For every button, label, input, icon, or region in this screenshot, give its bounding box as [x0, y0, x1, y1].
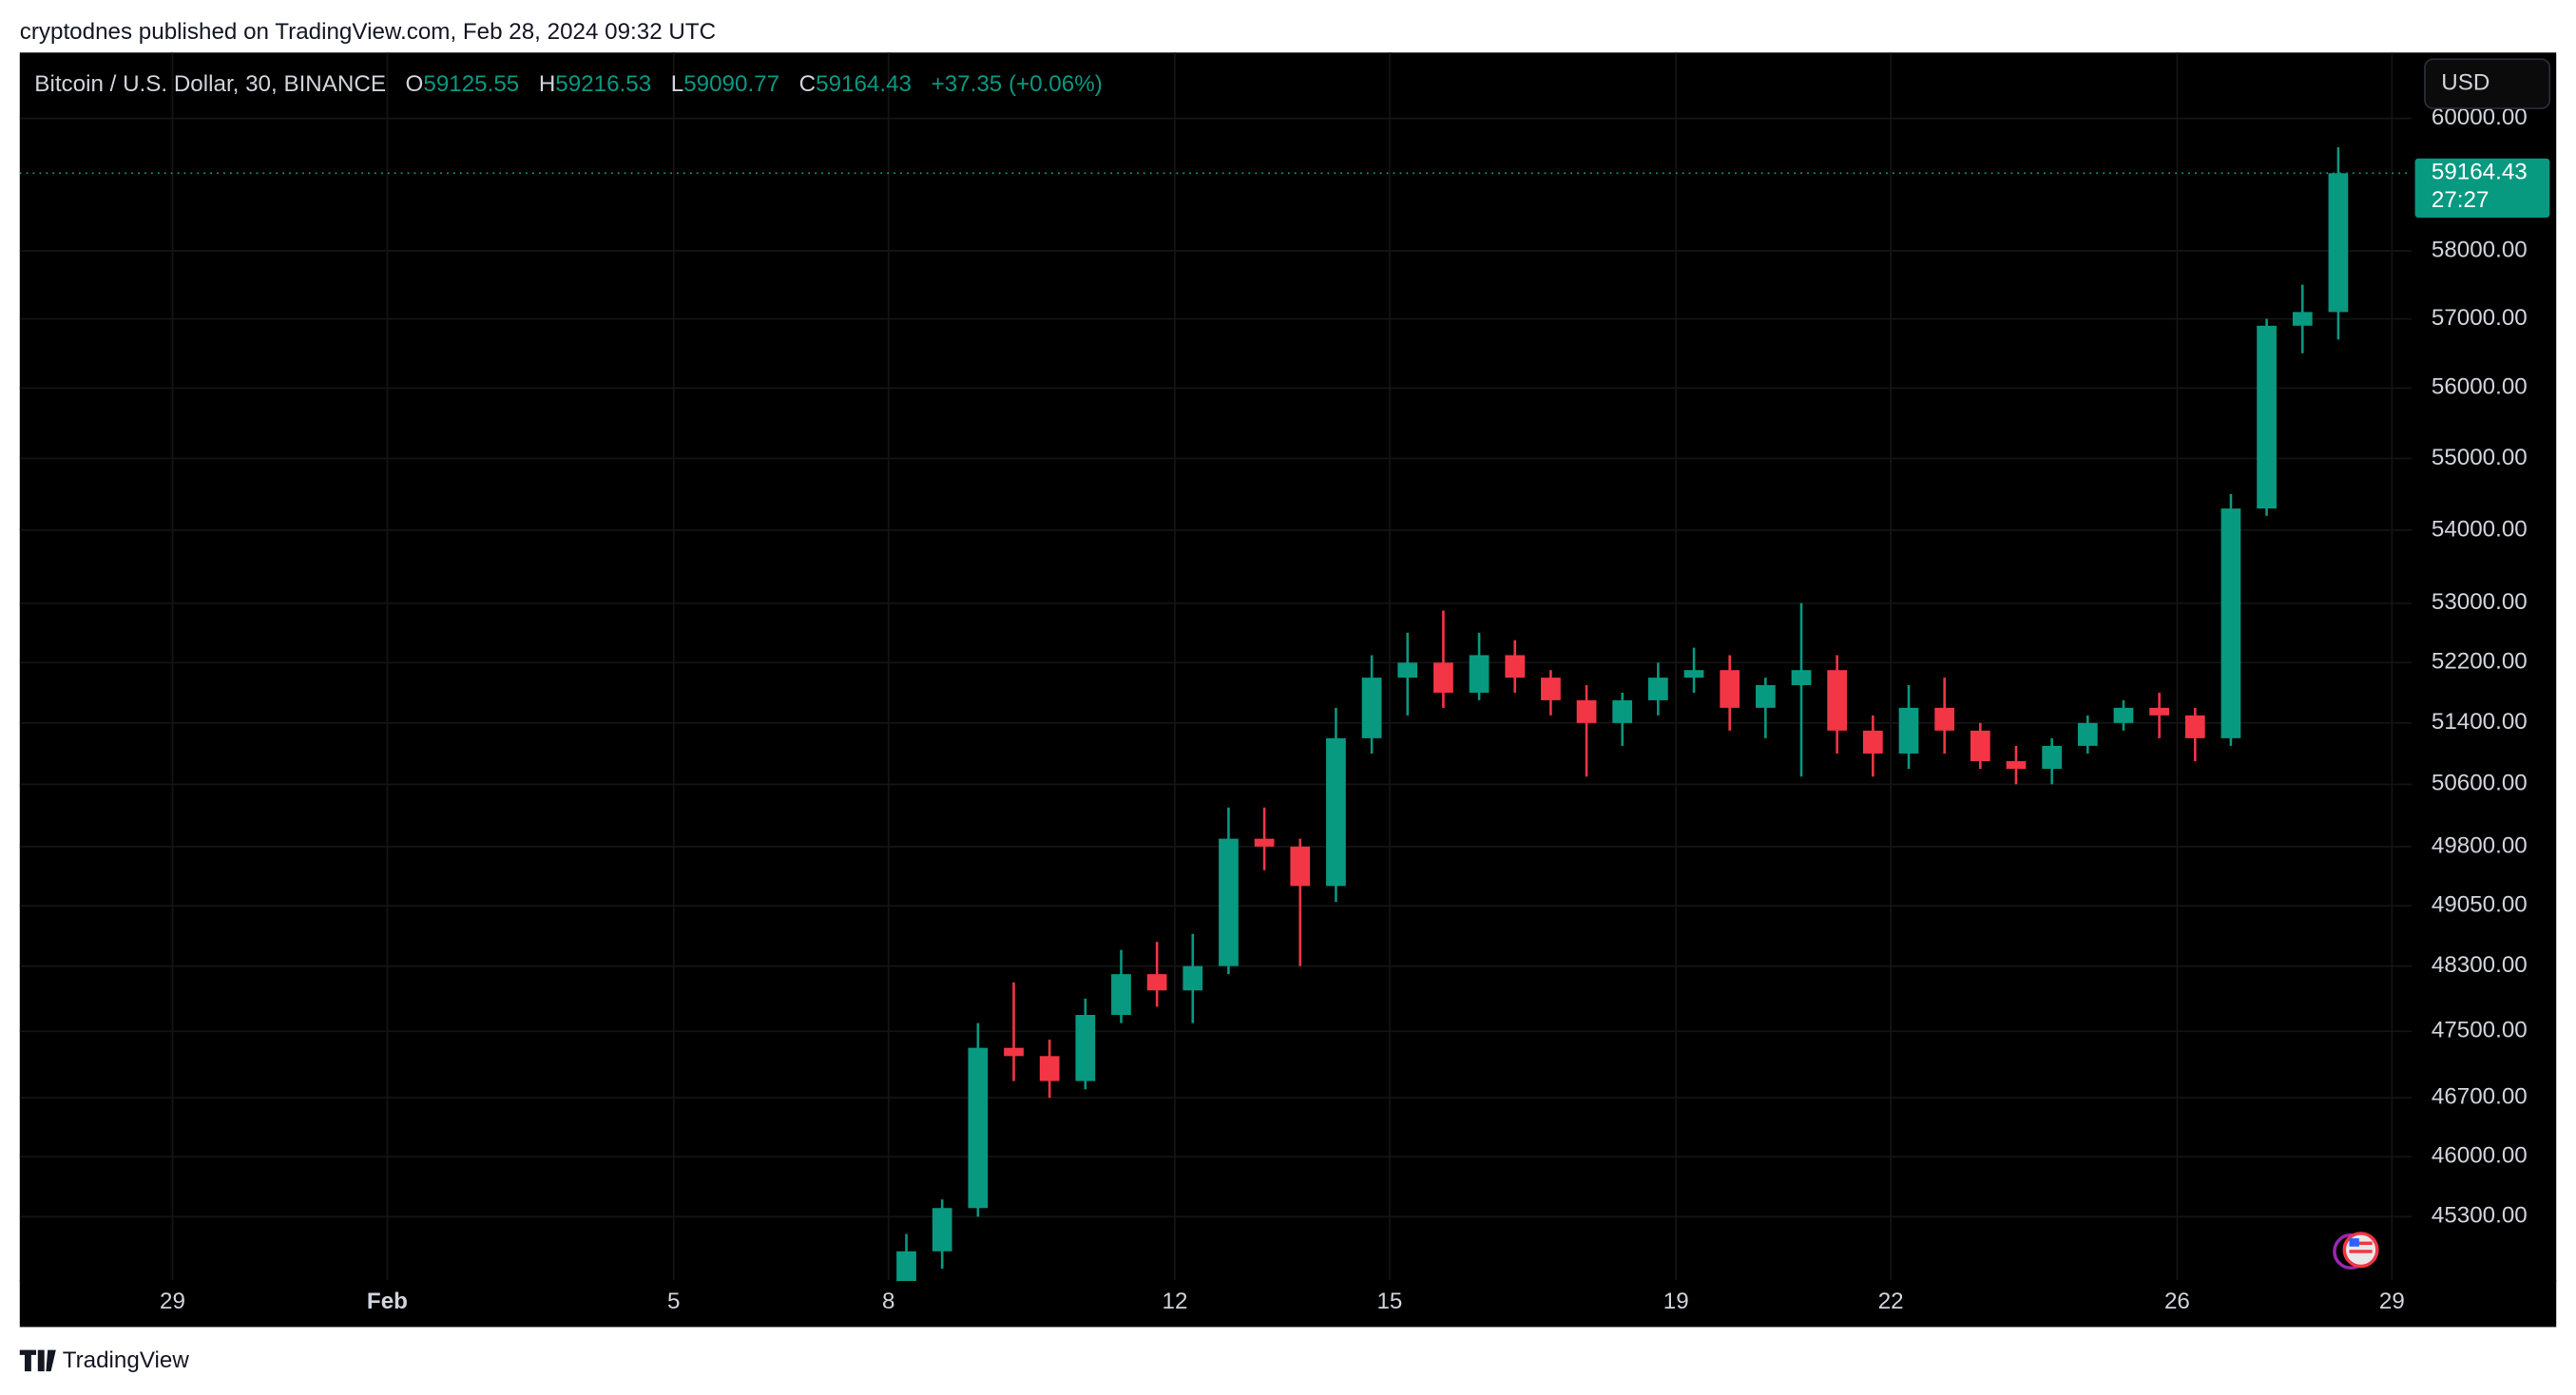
x-tick-label: Feb: [367, 1289, 408, 1314]
candle-body: [1541, 678, 1561, 700]
symbol-legend: Bitcoin / U.S. Dollar, 30, BINANCE O5912…: [34, 71, 1102, 97]
chart-panel: [19, 52, 2557, 1328]
candle-body: [1970, 730, 1990, 762]
last-price-label: 59164.43: [2432, 160, 2528, 185]
footer-brand: TradingView: [63, 1347, 190, 1373]
y-tick-label: 46700.00: [2432, 1084, 2528, 1110]
x-tick-label: 29: [160, 1289, 185, 1314]
y-tick-label: 58000.00: [2432, 237, 2528, 262]
plot: 60000.0058000.0057000.0056000.0055000.00…: [19, 52, 2557, 1314]
open-label: O: [406, 71, 424, 97]
currency-label[interactable]: USD: [2441, 70, 2489, 96]
high-label: H: [539, 71, 555, 97]
candle-body: [1397, 662, 1418, 678]
close-value: 59164.43: [816, 71, 912, 97]
candle-body: [1004, 1047, 1024, 1057]
candle-body: [1219, 838, 1239, 966]
candle-body: [1612, 699, 1633, 723]
candle-body: [2292, 312, 2313, 326]
high-value: 59216.53: [555, 71, 651, 97]
y-tick-label: 57000.00: [2432, 305, 2528, 331]
y-tick-label: 55000.00: [2432, 445, 2528, 470]
candle-body: [1290, 846, 1311, 887]
x-tick-label: 29: [2379, 1289, 2405, 1314]
y-tick-label: 50600.00: [2432, 771, 2528, 796]
y-tick-label: 46000.00: [2432, 1143, 2528, 1169]
x-tick-label: 12: [1163, 1289, 1188, 1314]
candle-body: [1827, 670, 1848, 731]
candle-body: [2006, 761, 2027, 770]
low-value: 59090.77: [683, 71, 779, 97]
y-tick-label: 53000.00: [2432, 589, 2528, 615]
attribution: cryptodnes published on TradingView.com,…: [20, 19, 716, 45]
candle-body: [1254, 838, 1275, 847]
candle-body: [1469, 655, 1490, 693]
x-tick-label: 8: [882, 1289, 894, 1314]
y-tick-label: 48300.00: [2432, 952, 2528, 978]
y-tick-label: 52200.00: [2432, 649, 2528, 675]
candle-body: [1755, 685, 1776, 708]
ohlc-legend: Bitcoin / U.S. Dollar, 30, BINANCE O5912…: [34, 71, 1102, 97]
flag-icon: [2333, 1232, 2379, 1270]
candle-body: [2042, 745, 2063, 770]
x-tick-label: 5: [667, 1289, 680, 1314]
candle-body: [2257, 325, 2277, 509]
candle-body: [1075, 1015, 1096, 1081]
candle-body: [968, 1047, 989, 1209]
x-tick-label: 26: [2164, 1289, 2190, 1314]
open-value: 59125.55: [423, 71, 519, 97]
x-tick-label: 15: [1376, 1289, 1402, 1314]
candle-body: [1934, 707, 1955, 731]
low-label: L: [671, 71, 683, 97]
candle-body: [1146, 974, 1167, 991]
candle-body: [1182, 965, 1203, 991]
candle-body: [2113, 707, 2134, 723]
footer-logo: TradingView: [19, 1347, 190, 1373]
candle-body: [1039, 1056, 1060, 1081]
change: +37.35 (+0.06%): [932, 71, 1103, 97]
candle-body: [1111, 974, 1131, 1016]
y-tick-label: 56000.00: [2432, 374, 2528, 400]
symbol: Bitcoin / U.S. Dollar, 30, BINANCE: [34, 71, 386, 97]
candle-body: [896, 1251, 916, 1282]
candle-body: [1898, 707, 1919, 754]
candle-body: [1862, 730, 1883, 754]
candle-body: [2149, 707, 2169, 716]
y-tick-label: 49050.00: [2432, 892, 2528, 918]
close-label: C: [799, 71, 816, 97]
candle-body: [1433, 662, 1453, 693]
candles: [896, 146, 2349, 1282]
candle-body: [1720, 670, 1740, 708]
candle-body: [1648, 678, 1668, 700]
candle-body: [1361, 678, 1382, 738]
candle-body: [1576, 699, 1597, 723]
x-tick-label: 19: [1663, 1289, 1689, 1314]
x-tick-label: 22: [1878, 1289, 1904, 1314]
candle-body: [2077, 722, 2098, 746]
y-tick-label: 45300.00: [2432, 1203, 2528, 1229]
y-tick-label: 49800.00: [2432, 832, 2528, 858]
candle-body: [2184, 715, 2205, 738]
candle-body: [1791, 670, 1812, 686]
y-tick-label: 51400.00: [2432, 709, 2528, 735]
candle-body: [932, 1208, 952, 1252]
candle-body: [1683, 670, 1704, 678]
y-tick-label: 54000.00: [2432, 516, 2528, 542]
countdown-label: 27:27: [2432, 187, 2489, 213]
y-tick-label: 47500.00: [2432, 1018, 2528, 1043]
last-price-tag: [2414, 158, 2550, 218]
currency-button[interactable]: [2424, 58, 2551, 109]
candle-body: [1326, 737, 1346, 887]
candle-body: [2328, 173, 2349, 313]
candle-body: [2220, 508, 2241, 738]
candle-body: [1505, 655, 1526, 678]
